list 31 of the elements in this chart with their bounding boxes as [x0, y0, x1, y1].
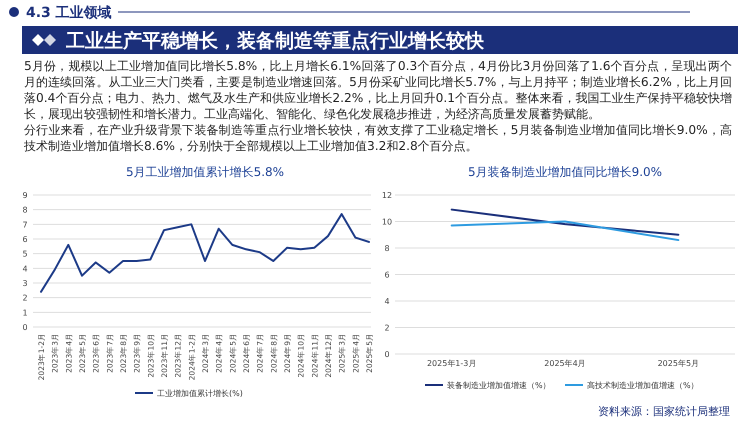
y-tick-label: 2: [22, 294, 28, 303]
y-tick-label: 6: [384, 270, 390, 280]
y-tick-label: 8: [384, 244, 390, 253]
text: 分行业来看，在产业升级背景下装备制造等重点行业增长较快，有效支撑了工业稳定增长，5月装备制造业增加值同比增长9.0%，高技术制造业增加值增长8.6%，分别快于全部规模以上工业增加值3.2和2.8个百分点。: [24, 122, 732, 154]
y-tick-label: 1: [22, 308, 28, 318]
text: 4.3 工业领域: [26, 5, 112, 21]
y-tick-label: 4: [384, 297, 390, 306]
text: 5月份，规模以上工业增加值同比增长5.8%，比上月增长6.1%回落了0.3个百分点，4月份比3月份回落了1.6个百分点，呈现出两个月的连续回落。从工业三大门类看，主要是制造业增速回落。5月份采矿业同比增长5.7%，与上月持平；制造业增长6.2%，比上月回落0.4个百分点；电力、热力、燃气及水生产和供应业增长2.2%，比上月回升0.1个百分点。整体来看，我国工业生产保持平稳较快增长，展现出较强韧性和增长潜力。工业高端化、智能化、绿色化发展稳步推进，为经济高质量发展蓄势赋能。: [24, 58, 732, 122]
legend-label: 装备制造业增加值增速（%）: [447, 381, 551, 390]
y-tick-label: 0: [384, 350, 390, 359]
y-tick-label: 2: [384, 324, 390, 332]
text: 工业生产平稳增长，装备制造等重点行业增长较快: [65, 30, 485, 52]
chart-title: 5月工业增加值累计增长5.8%: [126, 165, 284, 179]
y-tick-label: 3: [22, 279, 28, 288]
y-tick-label: 9: [22, 191, 28, 200]
y-tick-label: 6: [22, 235, 28, 244]
y-tick-label: 7: [22, 220, 28, 230]
legend-label: 高技术制造业增加值增速（%）: [587, 381, 699, 390]
y-tick-label: 5: [22, 250, 28, 259]
x-tick-label: 2025年4月: [544, 359, 586, 368]
line-series: [40, 213, 370, 293]
y-tick-label: 0: [22, 323, 28, 332]
x-tick-label: 2025年1-3月: [426, 359, 476, 368]
chart-title: 5月装备制造业增加值同比增长9.0%: [468, 165, 662, 179]
y-tick-label: 12: [382, 191, 392, 200]
y-tick-label: 4: [22, 264, 28, 274]
y-tick-label: 10: [382, 218, 392, 226]
y-tick-label: 8: [22, 206, 28, 215]
legend-label: 工业增加值累计增长(%): [157, 389, 243, 398]
text: 资料来源：国家统计局整理: [597, 404, 730, 419]
x-tick-label: 2025年5月: [658, 359, 700, 368]
